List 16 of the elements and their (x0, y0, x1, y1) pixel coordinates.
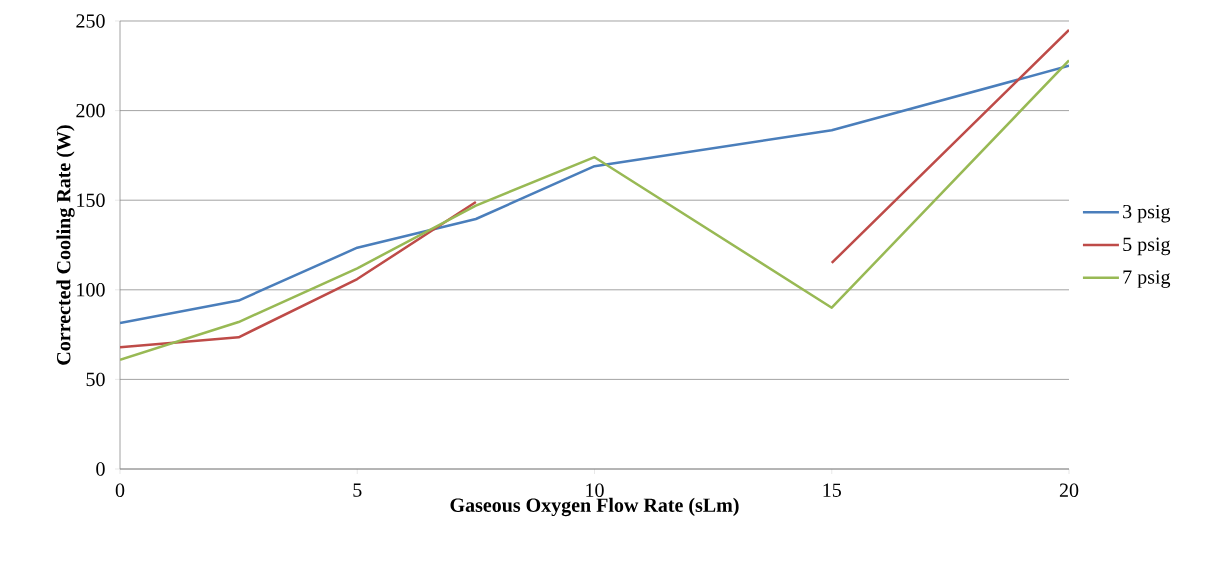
y-tick-label: 100 (77, 283, 105, 297)
x-tick-label: 10 (586, 483, 604, 498)
x-tick-label: 0 (115, 483, 125, 498)
legend-label: 7 psig (1123, 270, 1171, 288)
y-tick-label: 200 (76, 103, 105, 118)
x-axis-title: Gaseous Oxygen Flow Rate (sLm) (450, 497, 739, 517)
x-tick-label: 20 (1059, 483, 1079, 498)
x-tick-label: 5 (353, 483, 362, 497)
y-tick-label: 0 (96, 462, 105, 476)
y-tick-label: 250 (76, 14, 105, 28)
y-axis-title: Corrected Cooling Rate (W) (56, 125, 75, 365)
y-tick-label: 150 (77, 193, 105, 207)
x-tick-label: 15 (823, 483, 841, 497)
legend-label: 5 psig (1123, 237, 1171, 256)
y-tick-label: 50 (86, 372, 105, 387)
legend-label: 3 psig (1123, 204, 1171, 223)
